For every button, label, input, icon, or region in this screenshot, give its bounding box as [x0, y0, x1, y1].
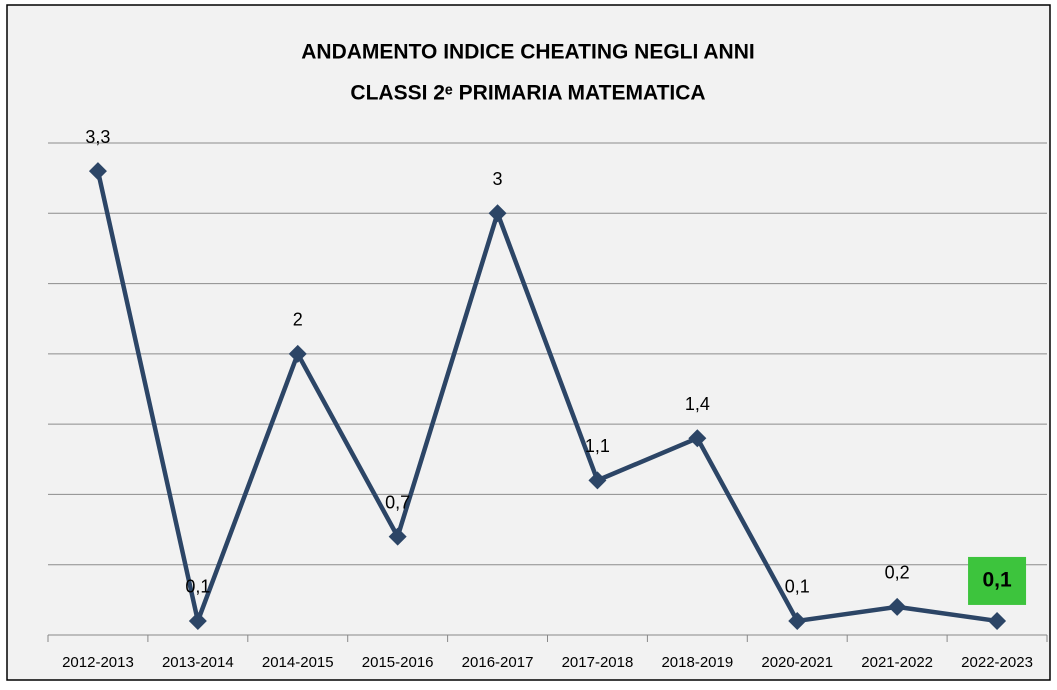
x-tick-label: 2020-2021: [761, 654, 833, 671]
x-tick-label: 2022-2023: [961, 654, 1033, 671]
marker: [688, 429, 707, 448]
x-tick-label: 2021-2022: [861, 654, 933, 671]
marker: [588, 471, 607, 490]
highlight-box: [968, 556, 1027, 605]
chart-title: CLASSI 2ᵉ PRIMARIA MATEMATICA: [350, 82, 705, 105]
data-label: 1,1: [585, 436, 610, 456]
x-tick-label: 2017-2018: [562, 654, 634, 671]
data-label: 3: [493, 169, 503, 189]
data-label: 1,4: [685, 394, 710, 414]
marker: [488, 204, 507, 223]
marker: [788, 611, 807, 630]
data-label: 3,3: [85, 127, 110, 147]
data-label: 2: [293, 310, 303, 330]
marker: [288, 344, 307, 363]
marker: [188, 611, 207, 630]
marker: [888, 597, 907, 616]
x-tick-label: 2015-2016: [362, 654, 434, 671]
line: [95, 170, 998, 624]
data-label: 0,1: [185, 577, 210, 597]
data-label: 0,1: [982, 568, 1012, 591]
data-label: 0,7: [385, 492, 410, 512]
data-label: 0,1: [785, 577, 810, 597]
chart-title: ANDAMENTO INDICE CHEATING NEGLI ANNI: [301, 41, 754, 64]
chart-frame: [6, 4, 1051, 681]
x-tick-label: 2013-2014: [162, 654, 234, 671]
data-label: 0,2: [885, 563, 910, 583]
marker: [388, 527, 407, 546]
x-tick-label: 2012-2013: [62, 654, 134, 671]
x-tick-label: 2014-2015: [262, 654, 334, 671]
x-tick-label: 2018-2019: [661, 654, 733, 671]
marker: [988, 611, 1007, 630]
x-tick-label: 2016-2017: [462, 654, 534, 671]
marker: [88, 162, 107, 181]
